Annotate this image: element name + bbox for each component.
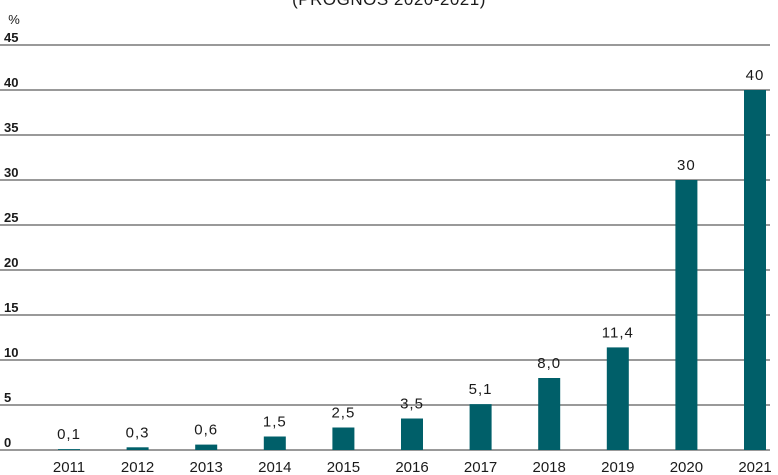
bar	[263, 436, 286, 450]
y-tick-label: 40	[4, 75, 18, 90]
y-tick-label: 20	[4, 255, 18, 270]
bar	[469, 404, 492, 450]
bar	[195, 444, 218, 450]
x-tick-label: 2015	[327, 459, 360, 475]
x-tick-label: 2017	[464, 459, 497, 475]
x-tick-label: 2011	[53, 459, 85, 475]
data-label: 0,1	[57, 426, 81, 443]
bar	[401, 418, 423, 450]
bar	[58, 449, 80, 450]
x-tick-label: 2014	[258, 459, 291, 475]
data-label: 30	[677, 157, 696, 174]
y-tick-label: 10	[4, 345, 18, 360]
bars	[58, 90, 766, 450]
x-tick-label: 2020	[670, 459, 703, 475]
bar	[744, 90, 766, 450]
x-tick-label: 2019	[601, 459, 634, 475]
data-label: 11,4	[602, 324, 634, 341]
y-axis-unit-label: %	[8, 12, 20, 27]
data-label: 3,5	[400, 396, 424, 413]
bar	[332, 427, 355, 450]
data-label: 1,5	[263, 414, 287, 431]
bar	[538, 378, 561, 450]
bar	[675, 180, 698, 450]
x-tick-label: 2021	[738, 459, 771, 475]
bar	[606, 347, 629, 450]
x-axis-ticks: 2011 2012 2013 2014 2015 2016 2017 2018 2019 2020…	[53, 459, 772, 475]
y-axis-ticks: 0 5 10 15 20 25 30 35 40 45	[4, 30, 18, 450]
data-label: 5,1	[469, 381, 493, 398]
data-labels: 0,1 0,3 0,6 1,5 2,5 3,5 5,1 8,0 11,4 30 40	[57, 67, 765, 443]
bar	[126, 447, 149, 450]
x-tick-label: 2016	[395, 459, 428, 475]
y-tick-label: 45	[4, 30, 18, 45]
data-label: 0,3	[126, 424, 150, 441]
y-tick-label: 35	[4, 120, 18, 135]
y-tick-label: 15	[4, 300, 18, 315]
y-tick-label: 5	[4, 390, 11, 405]
data-label: 0,6	[194, 422, 218, 439]
gridlines	[0, 44, 770, 451]
data-label: 40	[746, 67, 765, 84]
chart-subtitle: (PROGNOS 2020-2021)	[292, 0, 486, 9]
x-tick-label: 2012	[121, 459, 154, 475]
y-tick-label: 25	[4, 210, 18, 225]
x-tick-label: 2013	[190, 459, 223, 475]
y-tick-label: 30	[4, 165, 18, 180]
data-label: 2,5	[331, 405, 355, 422]
data-label: 8,0	[537, 355, 561, 372]
y-tick-label: 0	[4, 435, 11, 450]
x-tick-label: 2018	[533, 459, 566, 475]
